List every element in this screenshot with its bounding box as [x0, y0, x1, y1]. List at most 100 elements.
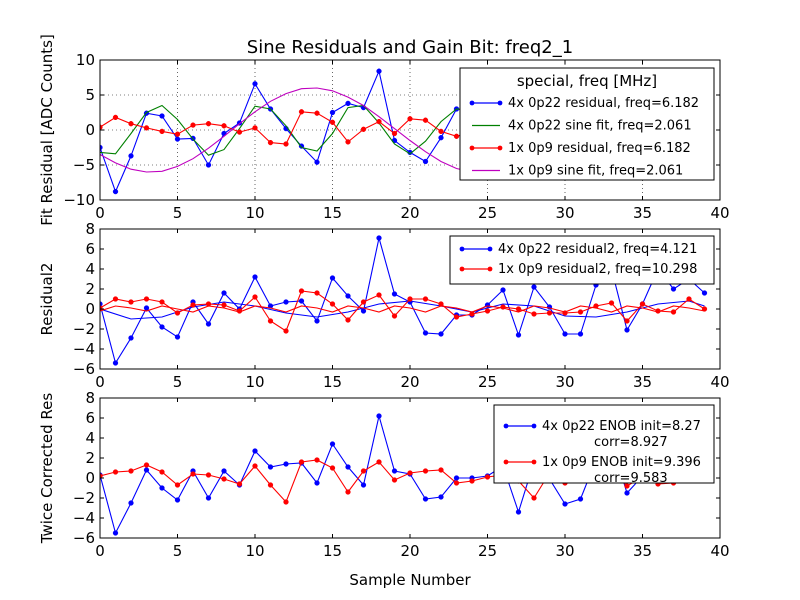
- data-point: [329, 119, 336, 125]
- data-point: [422, 117, 429, 123]
- plot-area: [100, 235, 708, 366]
- data-point: [329, 465, 336, 471]
- panel-1: 0 5 10 15 20 25 30 35 40 −10 −5 0 5 10 Sine Residuals …: [38, 34, 730, 226]
- data-point: [128, 153, 134, 159]
- data-point: [221, 476, 227, 482]
- y-tick-label: 0: [85, 469, 95, 487]
- data-point: [345, 317, 351, 323]
- x-tick-label: 35: [633, 373, 652, 391]
- data-point: [174, 482, 181, 488]
- data-point: [100, 124, 103, 130]
- data-point: [100, 144, 103, 151]
- data-point: [422, 468, 429, 474]
- data-point: [329, 275, 336, 281]
- data-point: [159, 485, 165, 491]
- data-point: [577, 331, 584, 337]
- data-point: [469, 478, 475, 484]
- data-point: [360, 308, 367, 314]
- data-point: [159, 324, 165, 330]
- x-tick-label: 0: [95, 373, 105, 391]
- data-point: [670, 309, 677, 315]
- data-point: [174, 131, 181, 137]
- data-point: [267, 318, 274, 324]
- y-tick-label: 4: [85, 260, 95, 278]
- data-point: [267, 139, 274, 146]
- data-point: [112, 188, 119, 195]
- data-point: [453, 133, 460, 139]
- data-point: [314, 159, 320, 165]
- data-point: [376, 68, 382, 74]
- data-point: [298, 459, 305, 465]
- data-point: [360, 299, 367, 305]
- data-point: [100, 473, 103, 479]
- data-point: [624, 490, 630, 496]
- legend-label: 4x 0p22 ENOB init=8.27 corr=8.927: [542, 419, 701, 450]
- data-point: [515, 332, 522, 338]
- data-point: [391, 477, 398, 483]
- y-tick-label: −5: [73, 156, 95, 174]
- data-point: [531, 311, 537, 317]
- data-point: [267, 482, 274, 488]
- data-point: [670, 286, 677, 292]
- data-point: [701, 306, 708, 312]
- data-point: [422, 296, 429, 302]
- y-tick-label: −10: [63, 191, 95, 209]
- y-tick-label: 2: [85, 449, 95, 467]
- data-point: [345, 489, 351, 495]
- legend-marker: [497, 100, 503, 106]
- data-point: [221, 468, 227, 474]
- x-tick-label: 5: [173, 542, 183, 560]
- legend-marker: [503, 423, 509, 429]
- legend-marker: [497, 145, 503, 151]
- data-point: [314, 457, 320, 463]
- data-point: [329, 301, 336, 307]
- data-point: [283, 299, 289, 305]
- data-point: [407, 116, 413, 122]
- legend-marker: [503, 459, 509, 465]
- data-point: [143, 462, 150, 468]
- data-point: [205, 162, 212, 168]
- data-point: [515, 509, 522, 515]
- x-tick-label: 15: [323, 373, 342, 391]
- legend: special, freq [MHz] 4x 0p22 residual, fre…: [459, 67, 715, 181]
- data-point: [252, 294, 258, 300]
- data-point: [391, 291, 398, 297]
- data-point: [360, 126, 367, 132]
- y-tick-label: 5: [85, 86, 95, 104]
- x-tick-label: 15: [323, 542, 342, 560]
- data-point: [391, 130, 398, 137]
- data-point: [515, 306, 522, 312]
- data-point: [438, 135, 444, 141]
- data-point: [283, 328, 289, 334]
- data-point: [159, 113, 165, 119]
- data-point: [252, 463, 258, 469]
- data-point: [701, 290, 708, 296]
- chart-title: Sine Residuals and Gain Bit: freq2_1: [247, 37, 573, 58]
- panel-3: 0 5 10 15 20 25 30 35 40 −6 −4 −2 0 2 4 6 8 Sample Number…: [38, 389, 730, 589]
- data-point: [531, 495, 537, 501]
- data-point: [484, 474, 491, 480]
- data-point: [345, 293, 351, 299]
- x-tick-label: 5: [173, 204, 183, 222]
- y-tick-label: 4: [85, 429, 95, 447]
- data-point: [298, 109, 305, 115]
- data-point: [531, 284, 537, 290]
- data-point: [577, 496, 584, 502]
- data-point: [453, 475, 460, 481]
- data-point: [128, 468, 134, 474]
- x-tick-label: 15: [323, 204, 342, 222]
- data-point: [159, 128, 165, 135]
- legend-box: [493, 404, 715, 484]
- data-point: [624, 483, 630, 489]
- data-point: [484, 308, 491, 314]
- data-point: [624, 318, 630, 324]
- data-point: [577, 309, 584, 315]
- data-point: [314, 110, 320, 116]
- x-tick-label: 40: [710, 373, 729, 391]
- y-tick-label: −6: [73, 360, 95, 378]
- data-point: [252, 448, 258, 454]
- x-tick-label: 25: [478, 373, 497, 391]
- data-point: [298, 288, 305, 294]
- data-point: [236, 481, 243, 487]
- legend-marker: [459, 246, 465, 252]
